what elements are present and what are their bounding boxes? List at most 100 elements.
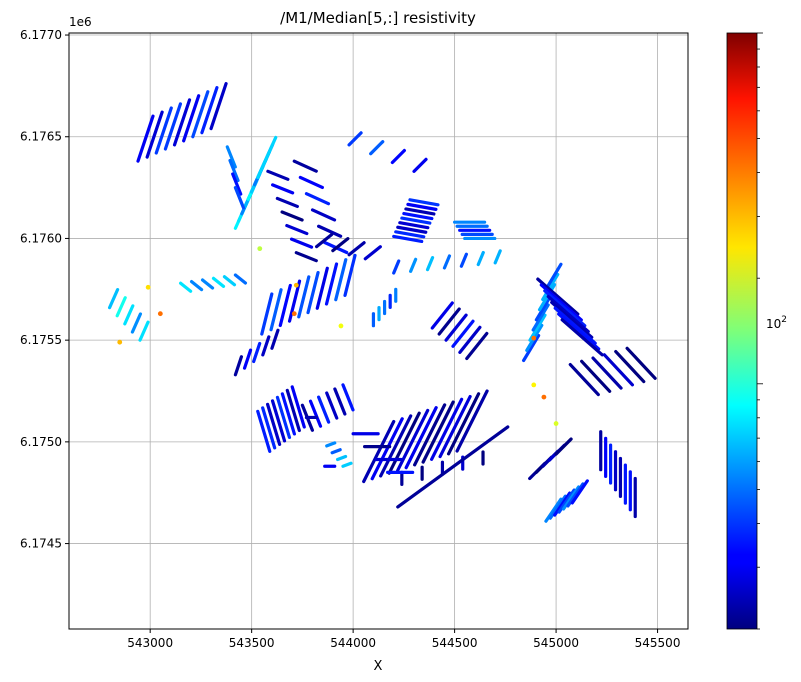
y-tick-label: 6.1760 xyxy=(20,231,62,245)
flight-line xyxy=(231,172,243,196)
flight-line xyxy=(438,394,472,459)
flight-line xyxy=(317,395,331,424)
data-point xyxy=(145,284,151,290)
flight-line xyxy=(568,362,600,397)
flight-line xyxy=(548,494,567,520)
flight-line xyxy=(343,253,357,298)
flight-line xyxy=(306,270,320,315)
flight-line xyxy=(561,485,581,511)
flight-line xyxy=(278,283,292,328)
flight-line xyxy=(625,346,657,380)
flight-line xyxy=(536,277,580,316)
flight-line xyxy=(330,448,342,455)
flight-line xyxy=(270,399,287,443)
flight-line xyxy=(289,237,314,249)
flight-line xyxy=(459,252,468,268)
y-tick-label: 6.1755 xyxy=(20,333,62,347)
flight-line xyxy=(256,135,278,180)
flight-line xyxy=(379,414,413,478)
flight-line xyxy=(260,292,274,336)
y-offset-label: 1e6 xyxy=(69,15,92,29)
data-point xyxy=(553,421,559,426)
flight-line xyxy=(290,385,306,429)
flight-line xyxy=(191,90,210,139)
y-tick-label: 6.1745 xyxy=(20,537,62,551)
flight-line xyxy=(406,202,438,211)
flight-line xyxy=(292,159,318,173)
flight-line xyxy=(400,216,432,225)
flight-line xyxy=(261,406,277,450)
flight-line xyxy=(570,479,589,505)
flight-line xyxy=(522,333,541,363)
flight-line xyxy=(402,211,434,221)
flight-line xyxy=(233,273,248,285)
flight-line xyxy=(315,232,334,249)
flight-line xyxy=(107,288,120,310)
flight-line xyxy=(369,140,385,156)
flight-line xyxy=(430,397,464,461)
flight-line xyxy=(591,356,623,390)
flight-line xyxy=(294,251,318,263)
data-point xyxy=(531,382,537,388)
flight-line xyxy=(123,304,135,326)
x-axis: 543000 543500 544000 544500 545000 545500 xyxy=(127,629,680,650)
flight-line xyxy=(280,210,304,222)
flight-line xyxy=(242,348,253,370)
data-point xyxy=(117,339,123,345)
flight-line xyxy=(437,307,461,336)
flight-line xyxy=(444,313,468,342)
grid-lines xyxy=(69,33,688,629)
flight-line xyxy=(430,301,454,330)
flight-line xyxy=(390,148,406,165)
flight-line xyxy=(539,283,583,322)
flight-line xyxy=(154,106,173,155)
x-axis-label: X xyxy=(374,659,383,674)
flight-line xyxy=(362,419,396,484)
flight-line xyxy=(136,114,155,163)
flight-line xyxy=(297,275,311,319)
flight-line xyxy=(252,341,262,364)
x-tick-label: 544000 xyxy=(330,636,376,650)
flight-line xyxy=(412,157,428,173)
flight-line xyxy=(298,175,324,190)
flight-line xyxy=(315,266,329,310)
flight-line xyxy=(560,318,604,357)
flight-line xyxy=(553,306,597,345)
data-point xyxy=(157,311,163,317)
flight-line xyxy=(269,288,283,332)
flight-line xyxy=(334,258,348,302)
flight-line xyxy=(544,497,563,523)
flight-line xyxy=(115,296,127,318)
flight-line xyxy=(333,387,347,416)
flight-line xyxy=(392,234,424,244)
flight-line xyxy=(476,250,485,267)
flight-line xyxy=(233,185,246,210)
flight-line xyxy=(550,300,594,339)
flight-line xyxy=(554,437,573,456)
flight-line xyxy=(446,392,481,456)
y-tick-label: 6.1770 xyxy=(20,28,62,42)
flight-line xyxy=(546,294,590,334)
flight-line xyxy=(541,272,560,302)
flight-line xyxy=(200,278,215,290)
flight-line xyxy=(566,482,585,508)
flight-line xyxy=(310,208,337,222)
flight-line xyxy=(233,355,244,377)
flight-line xyxy=(370,417,404,481)
flight-line xyxy=(557,312,601,351)
flight-line xyxy=(455,389,489,453)
flight-line xyxy=(392,259,401,275)
flight-line xyxy=(266,169,290,181)
data-marks xyxy=(107,82,657,523)
y-tick-label: 6.1750 xyxy=(20,435,62,449)
flight-line xyxy=(341,461,353,468)
flight-line xyxy=(458,325,482,354)
flight-line xyxy=(580,359,612,393)
flight-line xyxy=(451,319,475,348)
flight-line xyxy=(602,353,634,387)
colorbar-ticks xyxy=(757,32,763,630)
flight-line xyxy=(256,409,272,453)
x-tick-label: 545500 xyxy=(635,636,681,650)
data-point xyxy=(531,335,537,341)
flight-line xyxy=(130,312,143,334)
